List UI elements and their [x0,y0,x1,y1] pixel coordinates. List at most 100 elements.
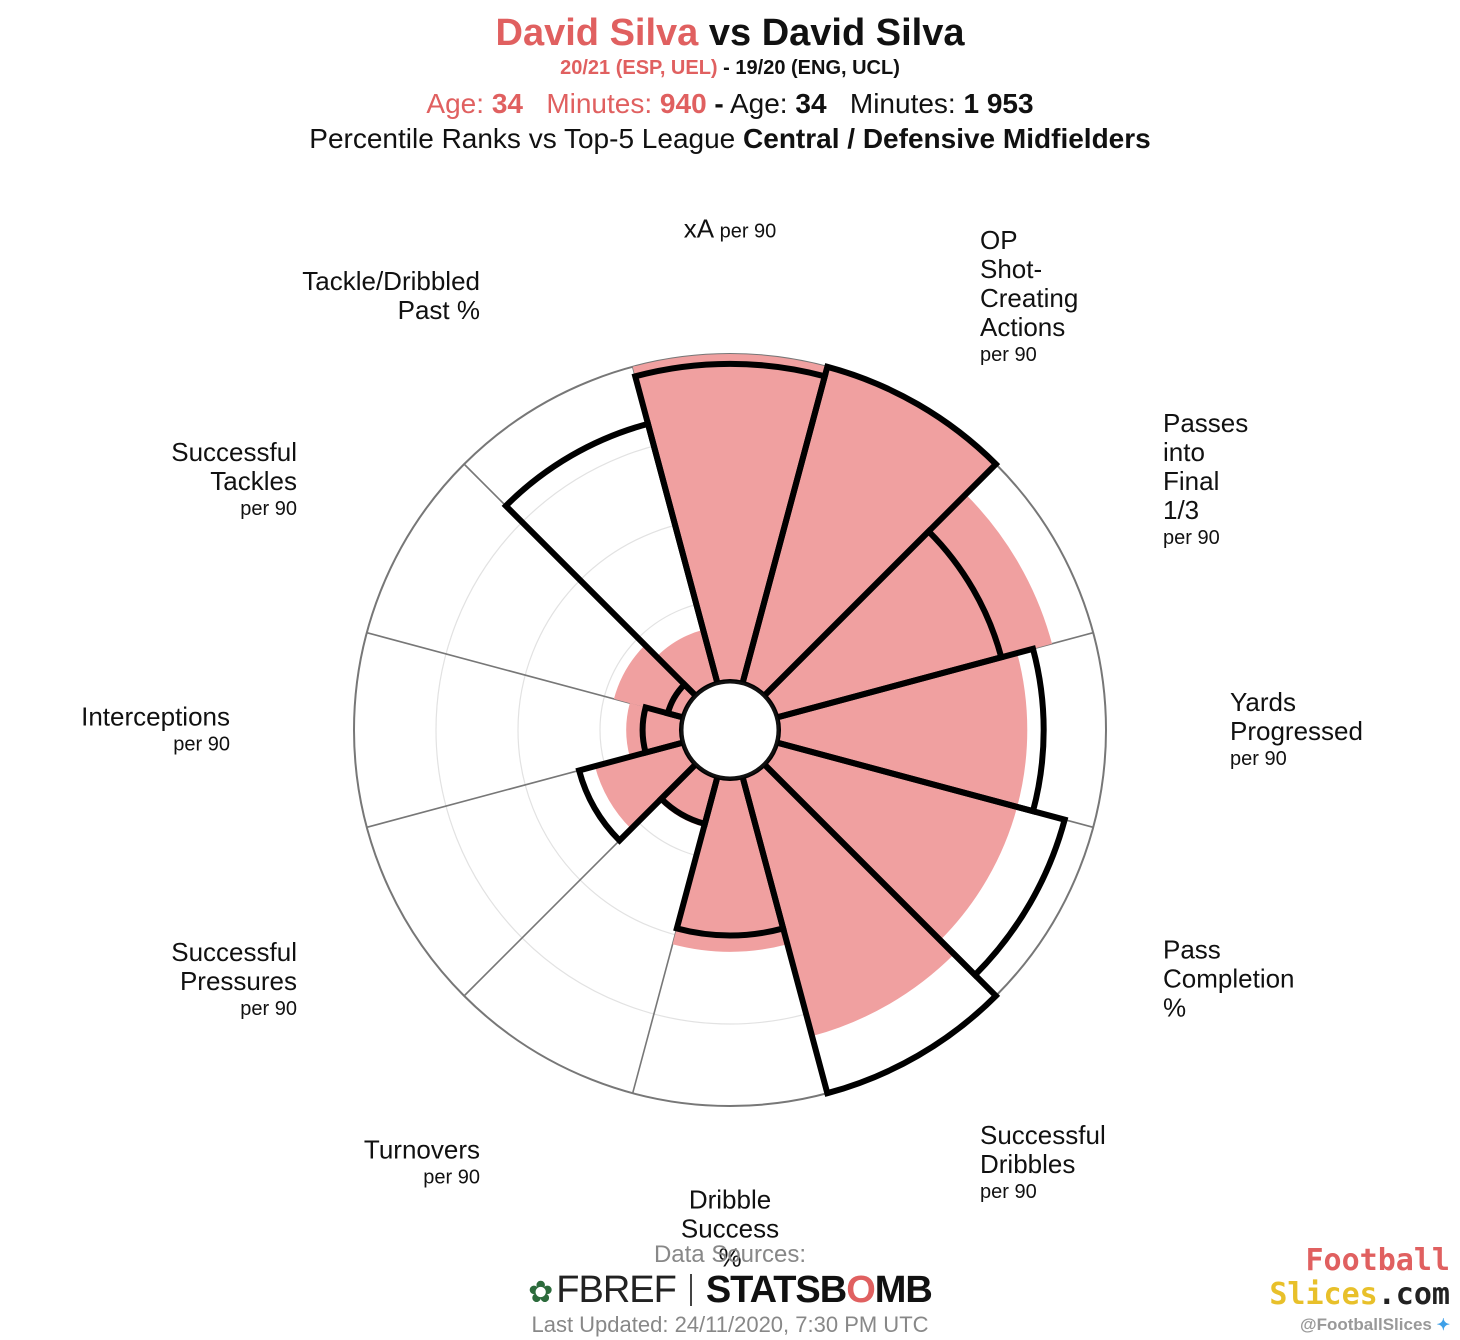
category-unit: per 90 [240,998,297,1020]
season-subtitle: 20/21 (ESP, UEL) - 19/20 (ENG, UCL) [0,54,1460,82]
category-label-text: Shot- [980,254,1042,284]
minutes-b-label: Minutes: [849,88,956,119]
category-unit: per 90 [714,221,776,243]
description-prefix: Percentile Ranks vs Top-5 League [309,123,736,154]
category-label-1: xA per 90 [684,214,777,244]
player-b-name: David Silva [761,12,965,54]
chart-header: David Silva vs David Silva 20/21 (ESP, U… [0,0,1460,156]
statsbomb-text-a: STATSB [705,1268,847,1311]
center-hole [680,680,780,780]
category-label-text: Pass [1163,935,1221,965]
chart-title: David Silva vs David Silva [0,10,1460,56]
bar-series-a-1 [632,353,828,684]
season-a: 20/21 (ESP, UEL) [560,57,718,79]
description-position: Central / Defensive Midfielders [743,123,1151,154]
player-a-name: David Silva [495,12,699,54]
season-b: 19/20 (ENG, UCL) [735,57,900,79]
category-unit: per 90 [980,1181,1037,1203]
category-label-text: Past % [398,295,480,325]
category-unit: per 90 [1163,527,1220,549]
category-label-text: Tackle/Dribbled [302,266,480,296]
age-b-value: 34 [795,88,827,119]
category-label-text: Progressed [1230,716,1363,746]
handle-text: @FootballSlices [1300,1315,1432,1334]
minutes-a-value: 940 [659,88,707,119]
source-logos: ✿ FBREF STATSBOMB [0,1268,1460,1312]
age-minutes-line: Age: 34 Minutes: 940 - Age: 34 Minutes: … [0,86,1460,122]
comparison-description: Percentile Ranks vs Top-5 League Central… [0,122,1460,156]
brand-slices: Slices [1269,1277,1378,1312]
bar-series-a-7 [672,776,788,952]
bar-series-a-4 [776,653,1028,807]
twitter-handle: @FootballSlices ✦ [1269,1312,1450,1339]
category-label-text: 1/3 [1163,495,1199,525]
category-label-text: Successful [980,1120,1106,1150]
category-unit: per 90 [240,498,297,520]
category-label-text: Dribble [689,1185,771,1215]
brand-line1: Football [1305,1243,1451,1278]
twitter-bird-icon: ✦ [1436,1317,1450,1334]
last-updated: Last Updated: 24/11/2020, 7:30 PM UTC [531,1312,929,1337]
bar-series-a-9 [594,742,697,829]
age-b-label: Age: [729,88,788,119]
category-label-text: Turnovers [364,1135,480,1165]
category-label-text: Successful [171,437,297,467]
data-sources-label: Data Sources: [653,1241,807,1268]
category-label-text: into [1163,437,1205,467]
brand-com: .com [1377,1277,1450,1312]
category-label-text: Dribbles [980,1149,1075,1179]
category-label-text: Interceptions [81,702,230,732]
statsbomb-text-b: MB [874,1268,933,1311]
fbref-text: FBREF [556,1268,677,1311]
series-a-bars [594,353,1052,1037]
category-label-text: Pressures [180,966,297,996]
ages-separator: - [714,88,724,119]
category-label-text: Creating [980,283,1078,313]
category-label-text: Tackles [210,466,297,496]
vs-text: vs [708,12,752,54]
bar-series-a-12 [656,629,718,697]
category-unit: per 90 [1230,748,1287,770]
fbref-logo: ✿ FBREF [528,1268,677,1312]
category-unit: per 90 [423,1167,480,1189]
category-unit: per 90 [173,734,230,756]
season-separator: - [723,57,730,79]
category-label-text: Passes [1163,408,1248,438]
chart-footer: Data Sources: ✿ FBREF STATSBOMB Last Upda… [0,1240,1460,1340]
category-label-text: % [718,1243,741,1273]
category-label-text: Final [1163,466,1219,496]
age-a-label: Age: [426,88,485,119]
logo-divider [689,1274,692,1306]
series-b-bars [501,360,1069,1097]
statsbomb-text-o: O [846,1268,876,1311]
category-label-text: Yards [1230,687,1296,717]
category-label-text: Successful [171,937,297,967]
category-label-text: Actions [980,312,1065,342]
leaf-icon: ✿ [528,1275,553,1309]
age-a-value: 34 [491,88,523,119]
footballslices-brand: Football Slices.com @FootballSlices ✦ [1269,1244,1450,1339]
statsbomb-logo: STATSBOMB [705,1268,933,1312]
minutes-a-label: Minutes: [546,88,653,119]
category-unit: per 90 [980,344,1037,366]
category-label-text: Completion [1163,964,1295,994]
brand-line2: Slices.com [1269,1278,1450,1312]
category-label-text: OP [980,225,1018,255]
minutes-b-value: 1 953 [963,88,1034,119]
category-label-text: xA per 90 [684,214,777,244]
category-label-text: Success [681,1214,779,1244]
category-label-text: % [1163,993,1186,1023]
